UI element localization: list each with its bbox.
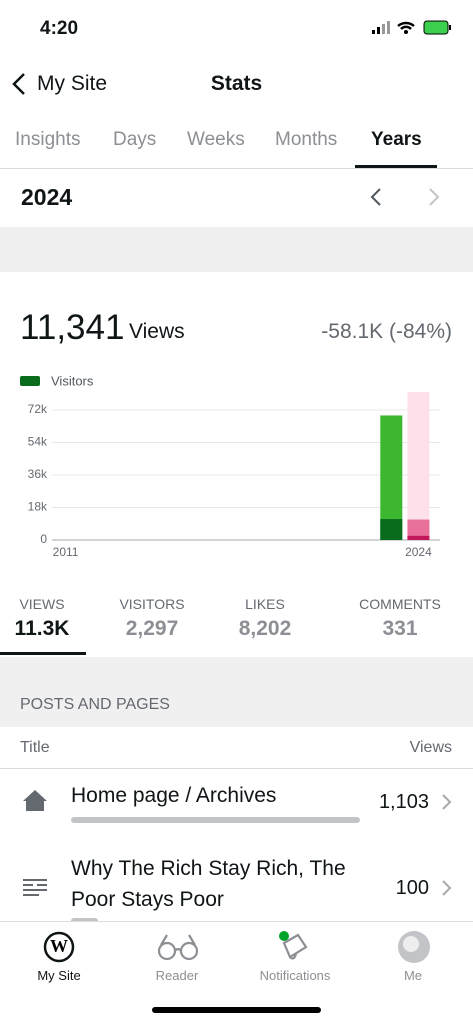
stat-label[interactable]: VISITORS [119,596,185,612]
back-icon[interactable] [10,72,30,96]
divider [0,168,473,169]
tab[interactable]: Days [113,129,157,150]
back-button[interactable]: My Site [37,72,108,95]
tab[interactable]: Months [275,129,338,150]
tab[interactable]: Weeks [187,129,245,150]
divider [0,768,473,769]
page-icon [23,879,47,896]
stat-label[interactable]: LIKES [245,596,285,612]
tab-label[interactable]: Reader [155,968,199,983]
tab-label[interactable]: Me [403,968,423,983]
stat-value[interactable]: 331 [382,617,418,640]
section-title: POSTS AND PAGES [20,696,170,713]
y-tick-label: 0 [40,532,47,546]
stat-value[interactable]: 2,297 [125,617,179,640]
post-views: 100 [395,877,429,899]
home-icon [23,790,47,811]
section-header [0,657,473,727]
post-title[interactable]: Home page / Archives [71,784,277,807]
column-header: Title [20,739,50,756]
spacer [0,227,473,272]
stat-value[interactable]: 11.3K [14,617,70,640]
notifications-icon[interactable] [276,929,312,963]
period-arrows[interactable] [366,186,446,208]
chevron [442,880,452,896]
post-title[interactable]: Why The Rich Stay Rich, The Poor Stays P… [71,857,346,911]
y-tick-label: 54k [28,435,48,449]
x-tick-label: 2011 [53,545,79,559]
bar [407,519,430,540]
y-tick-label: 18k [28,500,48,514]
tab-bar [0,921,473,1024]
legend-label: Visitors [51,373,94,388]
period: 2024 [21,184,73,210]
reader-icon[interactable] [157,933,199,961]
bar [407,535,430,540]
tab[interactable]: Insights [15,129,81,150]
tab-underline [355,165,437,168]
summary-value: 11,341 [20,308,125,347]
avatar[interactable] [397,930,431,964]
selected-background [407,392,430,540]
stat-value[interactable]: 8,202 [238,617,292,640]
chevron [442,794,452,810]
nav-title: Stats [210,72,263,95]
tab-selected[interactable]: Years [371,129,422,150]
tab-label[interactable]: My Site [37,968,81,983]
y-tick-label: 36k [28,467,48,481]
bar [380,519,403,540]
views-bar [71,817,360,823]
summary-change: -58.1K (-84%) [321,320,452,343]
post-views: 1,103 [378,791,429,813]
status-icons [372,20,451,35]
wordpress-icon[interactable]: W [43,931,75,963]
summary-label: Views [129,320,185,343]
status-time: 4:20 [40,18,79,39]
bar [380,415,403,540]
y-tick-label: 72k [28,402,48,416]
x-tick-label: 2024 [405,545,432,559]
home-indicator [152,1007,321,1013]
tab-label[interactable]: Notifications [259,968,331,983]
stat-label[interactable]: VIEWS [19,596,65,612]
stat-underline [0,652,86,655]
stat-label[interactable]: COMMENTS [359,596,441,612]
column-header: Views [409,739,452,756]
svg-text:W: W [50,936,68,956]
legend-swatch [20,376,40,386]
